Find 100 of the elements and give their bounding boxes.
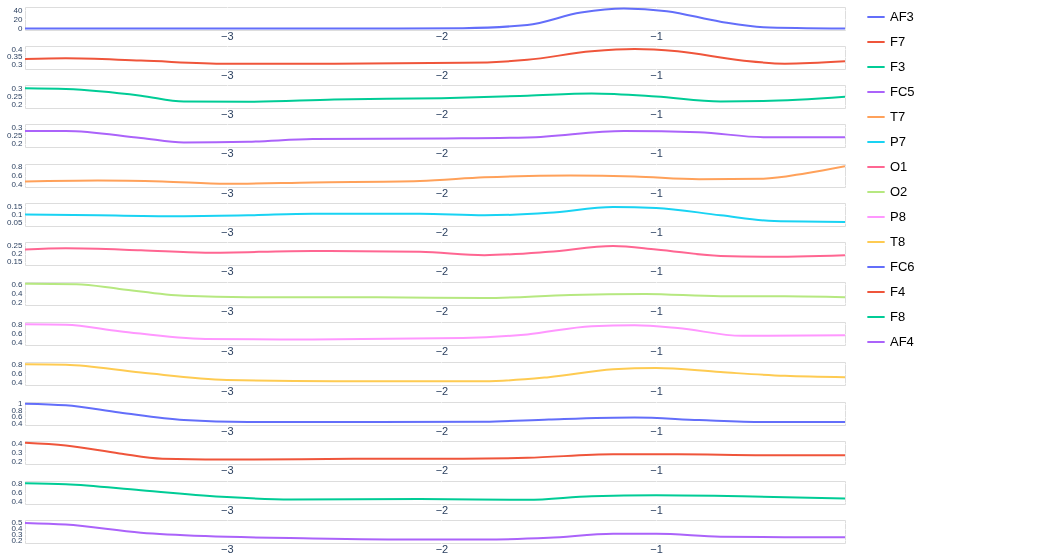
x-tick-label: −3 — [221, 264, 234, 277]
x-tick-label: −3 — [221, 424, 234, 437]
legend-label: F7 — [890, 34, 906, 49]
x-tick-label: −2 — [435, 384, 449, 397]
y-tick-label: 0.8 — [11, 161, 24, 171]
y-tick-label: 0.25 — [6, 240, 24, 250]
line-series — [25, 206, 845, 223]
x-tick-label: −1 — [650, 146, 663, 159]
legend-label: T8 — [890, 234, 906, 249]
y-tick-label: 0.2 — [11, 298, 24, 308]
legend-label: AF4 — [890, 334, 914, 349]
x-tick-label: −2 — [435, 264, 449, 277]
y-tick-label: 0.4 — [11, 378, 24, 388]
x-tick-label: −2 — [435, 542, 449, 555]
y-tick-label: 0.2 — [11, 100, 24, 110]
line-series — [25, 282, 845, 300]
line-series — [25, 87, 845, 103]
y-tick-label: 0.6 — [11, 171, 24, 180]
y-tick-label: 20 — [13, 14, 24, 24]
x-tick-label: −2 — [435, 107, 449, 120]
x-tick-label: −1 — [650, 68, 663, 81]
x-tick-label: −3 — [221, 186, 234, 199]
x-tick-label: −2 — [435, 186, 449, 199]
line-series — [25, 521, 845, 541]
y-tick-label: 0.8 — [11, 478, 24, 488]
legend-label: AF3 — [890, 9, 914, 24]
y-tick-label: 0 — [18, 24, 24, 34]
y-tick-label: 0.8 — [11, 405, 24, 415]
x-tick-label: −1 — [650, 225, 663, 238]
y-tick-label: 0.8 — [11, 359, 24, 369]
x-tick-label: −3 — [221, 503, 234, 516]
x-tick-label: −3 — [221, 68, 234, 81]
legend-label: P7 — [890, 134, 906, 149]
y-tick-label: 0.6 — [11, 329, 24, 338]
legend-label: P8 — [890, 209, 906, 224]
x-tick-label: −3 — [221, 225, 234, 238]
x-tick-label: −3 — [221, 146, 234, 159]
x-tick-label: −1 — [650, 344, 663, 357]
x-tick-label: −2 — [435, 344, 449, 357]
x-tick-label: −2 — [435, 424, 449, 437]
x-tick-label: −2 — [435, 304, 449, 317]
y-tick-label: 0.4 — [11, 497, 24, 507]
y-tick-label: 0.4 — [11, 439, 24, 449]
x-tick-label: −1 — [650, 463, 663, 476]
x-tick-label: −3 — [221, 107, 234, 120]
x-tick-label: −3 — [221, 384, 234, 397]
legend-label: FC5 — [890, 84, 915, 99]
x-tick-label: −3 — [221, 304, 234, 317]
y-tick-label: 0.15 — [6, 201, 24, 211]
line-series — [25, 441, 845, 461]
x-tick-label: −1 — [650, 503, 663, 516]
x-tick-label: −1 — [650, 186, 663, 199]
y-tick-label: 0.25 — [6, 92, 24, 101]
y-tick-label: 0.6 — [11, 488, 24, 497]
line-series — [25, 363, 845, 383]
y-tick-label: 0.6 — [11, 279, 24, 289]
legend-label: T7 — [890, 109, 906, 124]
x-tick-label: −1 — [650, 424, 663, 437]
x-tick-label: −2 — [435, 146, 449, 159]
y-tick-label: 0.8 — [11, 319, 24, 329]
x-tick-label: −2 — [435, 503, 449, 516]
y-tick-label: 0.05 — [6, 218, 24, 228]
x-tick-label: −3 — [221, 344, 234, 357]
x-tick-label: −2 — [435, 68, 449, 81]
y-tick-label: 0.25 — [6, 131, 24, 140]
y-tick-label: 40 — [13, 5, 24, 15]
x-tick-label: −1 — [650, 304, 663, 317]
line-series — [25, 402, 845, 424]
y-tick-label: 0.4 — [11, 338, 24, 348]
y-tick-label: 0.3 — [11, 83, 24, 93]
line-series — [25, 48, 845, 65]
x-tick-label: −3 — [221, 29, 234, 42]
x-tick-label: −3 — [221, 463, 234, 476]
y-tick-label: 0.3 — [11, 122, 24, 132]
x-tick-label: −1 — [650, 542, 663, 555]
x-tick-label: −1 — [650, 29, 663, 42]
legend-label: O1 — [890, 159, 908, 174]
y-tick-label: 0.6 — [11, 369, 24, 378]
legend-label: F4 — [890, 284, 906, 299]
y-tick-label: 0.3 — [11, 59, 24, 69]
line-series — [25, 129, 845, 144]
y-tick-label: 0.4 — [11, 44, 24, 54]
y-tick-label: 0.15 — [6, 257, 24, 267]
y-tick-label: 0.3 — [11, 448, 24, 457]
line-series — [25, 323, 845, 341]
legend-label: FC6 — [890, 259, 915, 274]
line-series — [25, 165, 845, 185]
line-series — [25, 482, 845, 501]
y-tick-label: 0.2 — [11, 249, 24, 258]
line-series — [25, 7, 845, 30]
y-tick-label: 0.1 — [11, 210, 24, 219]
x-tick-label: −1 — [650, 384, 663, 397]
x-tick-label: −2 — [435, 225, 449, 238]
y-tick-label: 0.4 — [11, 180, 24, 190]
x-tick-label: −1 — [650, 107, 663, 120]
y-tick-label: 0.2 — [11, 139, 24, 149]
x-tick-label: −1 — [650, 264, 663, 277]
x-tick-label: −2 — [435, 463, 449, 476]
legend-label: O2 — [890, 184, 908, 199]
legend-label: F3 — [890, 59, 906, 74]
